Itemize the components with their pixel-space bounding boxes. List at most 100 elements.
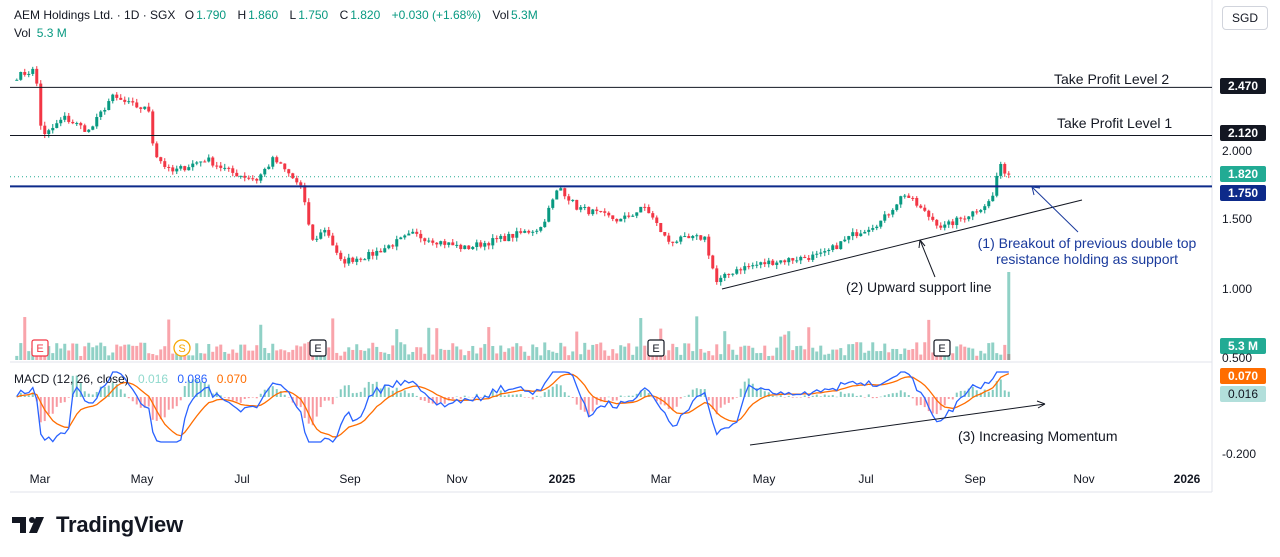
candle-body: [795, 260, 799, 262]
candle-body: [211, 157, 215, 166]
candle-body: [811, 254, 815, 260]
macd-hist-bar: [631, 395, 634, 397]
candle-body: [919, 205, 923, 208]
macd-hist-bar: [615, 397, 618, 401]
candle-body: [215, 165, 219, 167]
macd-hist-bar: [595, 397, 598, 405]
volume-bar: [327, 347, 331, 360]
volume-bar: [303, 343, 307, 360]
macd-hist-bar: [415, 395, 418, 397]
candle-body: [143, 106, 147, 109]
volume-bar: [599, 342, 603, 360]
volume-bar: [139, 342, 143, 360]
macd-hist-bar: [343, 385, 346, 397]
svg-text:E: E: [314, 343, 321, 355]
volume-bar: [731, 349, 735, 360]
candle-body: [35, 68, 39, 84]
y-tick-neg0200: -0.200: [1222, 447, 1257, 461]
macd-hist-bar: [407, 393, 410, 397]
macd-hist-bar: [459, 397, 462, 399]
macd-legend: MACD (12, 26, close) 0.016 0.086 0.070: [14, 372, 247, 386]
candle-body: [179, 166, 183, 169]
macd-hist-bar: [923, 397, 926, 408]
macd-hist-bar: [547, 389, 550, 397]
candle-body: [695, 235, 699, 237]
volume-bar: [519, 346, 523, 360]
candle-body: [339, 252, 343, 260]
macd-hist-bar: [87, 393, 90, 397]
candle-body: [183, 166, 187, 171]
candle-body: [759, 262, 763, 265]
volume-bar: [791, 350, 795, 360]
macd-hist-bar: [411, 393, 414, 397]
volume-bar: [839, 348, 843, 360]
currency-button[interactable]: SGD: [1222, 6, 1268, 30]
candle-body: [395, 239, 399, 247]
volume-bar: [775, 347, 779, 360]
candle-body: [535, 230, 539, 232]
tradingview-logo[interactable]: TradingView: [12, 512, 183, 538]
candle-body: [427, 240, 431, 242]
candle-body: [347, 257, 351, 264]
macd-hist-bar: [239, 397, 242, 403]
macd-hist-bar: [195, 379, 198, 397]
candle-body: [311, 224, 315, 240]
macd-hist-bar: [303, 397, 306, 419]
support-price-tag: 1.750: [1220, 185, 1266, 201]
candle-body: [203, 161, 207, 163]
macd-hist-bar: [599, 397, 602, 402]
macd-hist-bar: [307, 397, 310, 424]
volume-bar: [751, 347, 755, 360]
candle-body: [815, 253, 819, 255]
volume-bar: [427, 327, 431, 360]
candle-body: [419, 233, 423, 239]
volume-bar: [199, 353, 203, 360]
macd-hist-bar: [19, 392, 22, 397]
high-label: H: [237, 8, 247, 22]
macd-hist-bar: [587, 397, 590, 417]
macd-hist-bar: [283, 394, 286, 397]
macd-hist-bar: [219, 395, 222, 397]
candle-body: [455, 244, 459, 246]
macd-hist-bar: [67, 397, 70, 398]
candle-body: [999, 164, 1003, 176]
candle-body: [951, 221, 955, 226]
macd-hist-bar: [791, 397, 794, 398]
volume-bar: [87, 342, 91, 360]
candle-body: [447, 242, 451, 245]
macd-hist-bar: [155, 397, 158, 421]
volume-bar: [535, 347, 539, 360]
candle-body: [387, 245, 391, 249]
macd-hist-bar: [355, 392, 358, 397]
macd-line: [16, 371, 1009, 443]
macd-hist-bar: [795, 397, 798, 398]
macd-hist-bar: [491, 390, 494, 397]
high-value: 1.860: [248, 8, 279, 22]
macd-hist-bar: [387, 387, 390, 397]
volume-bar: [211, 351, 215, 360]
macd-hist-bar: [143, 397, 146, 408]
volume-bar: [63, 343, 67, 360]
candle-body: [647, 206, 651, 214]
candle-body: [379, 250, 383, 253]
candle-body: [247, 177, 251, 179]
macd-hist-bar: [799, 397, 802, 398]
volume-bar: [615, 353, 619, 360]
candle-body: [779, 260, 783, 263]
candle-body: [743, 266, 747, 271]
volume-bar: [499, 345, 503, 360]
candle-body: [287, 169, 291, 174]
macd-hist-bar: [351, 393, 354, 397]
candle-body: [871, 228, 875, 230]
candle-body: [955, 217, 959, 226]
volume-bar: [631, 354, 635, 360]
volume-bar: [171, 353, 175, 360]
tradingview-logo-icon: [12, 517, 44, 533]
volume-bar: [539, 355, 543, 360]
candle-body: [351, 257, 355, 262]
candle-body: [899, 196, 903, 205]
x-tick-jul-2025: Jul: [858, 472, 874, 486]
volume-bar: [387, 354, 391, 360]
volume-bar: [803, 349, 807, 360]
